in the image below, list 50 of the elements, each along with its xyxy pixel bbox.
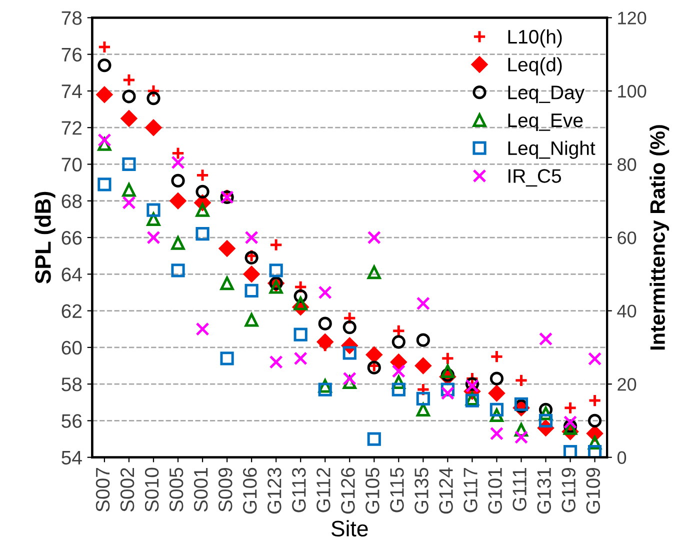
y-tick-label: 62: [62, 304, 82, 318]
y2-tick-label: 100: [618, 84, 646, 98]
y-tick-label: 76: [62, 48, 82, 62]
legend-label: Leq_Night: [508, 140, 596, 159]
y-tick-label: 72: [62, 121, 82, 135]
x-tick-label: G106: [243, 468, 257, 514]
y-tick-label: 74: [62, 84, 82, 98]
y-tick-label: 66: [62, 230, 82, 245]
x-tick-label: G111: [512, 468, 526, 511]
y-tick-label: 70: [62, 158, 82, 172]
x-tick-label: G119: [562, 468, 576, 512]
legend-label: Leq_Day: [508, 86, 585, 104]
x-tick-label: G126: [341, 468, 355, 514]
y-tick-label: 56: [62, 414, 82, 428]
y-tick-label: 54: [62, 451, 82, 465]
x-tick-label: G123: [268, 468, 282, 514]
y-tick-label: 64: [62, 268, 82, 282]
x-tick-label: S009: [218, 468, 232, 512]
y-tick-label: 58: [62, 378, 82, 392]
x-tick-label: G124: [439, 468, 453, 514]
x-tick-label: G117: [464, 468, 478, 512]
x-tick-label: G135: [414, 468, 428, 514]
x-tick-label: G112: [316, 468, 330, 512]
x-tick-label: S001: [194, 468, 208, 512]
x-tick-label: G131: [537, 468, 551, 514]
legend-label: Leq_Eve: [508, 114, 583, 132]
y2-tick-label: 0: [617, 451, 626, 464]
x-tick-label: G105: [366, 468, 380, 514]
x-tick-label: G113: [292, 468, 306, 512]
x-tick-label: S007: [96, 468, 110, 512]
y2-axis-title: Intermittency Ratio (%): [650, 125, 670, 350]
y-tick-label: 78: [62, 11, 82, 25]
y-axis-title: SPL (dB): [34, 192, 56, 284]
y2-tick-label: 20: [618, 378, 636, 391]
y2-tick-label: 40: [617, 304, 636, 318]
legend-label: Leq(d): [508, 57, 562, 76]
y2-tick-label: 60: [618, 231, 636, 244]
x-tick-label: S010: [144, 468, 159, 512]
y2-tick-label: 120: [618, 12, 646, 24]
y-tick-label: 68: [62, 194, 82, 208]
x-tick-label: S002: [120, 468, 134, 512]
x-axis-title: Site: [331, 520, 368, 536]
y2-tick-label: 80: [618, 158, 636, 171]
y-tick-label: 60: [62, 340, 82, 355]
x-tick-label: G115: [390, 468, 404, 512]
x-tick-label: G101: [488, 468, 502, 514]
x-tick-label: G109: [586, 468, 600, 514]
x-tick-label: S005: [169, 468, 184, 512]
legend-label: IR_C5: [508, 169, 562, 187]
legend-label: L10(h): [508, 29, 562, 48]
